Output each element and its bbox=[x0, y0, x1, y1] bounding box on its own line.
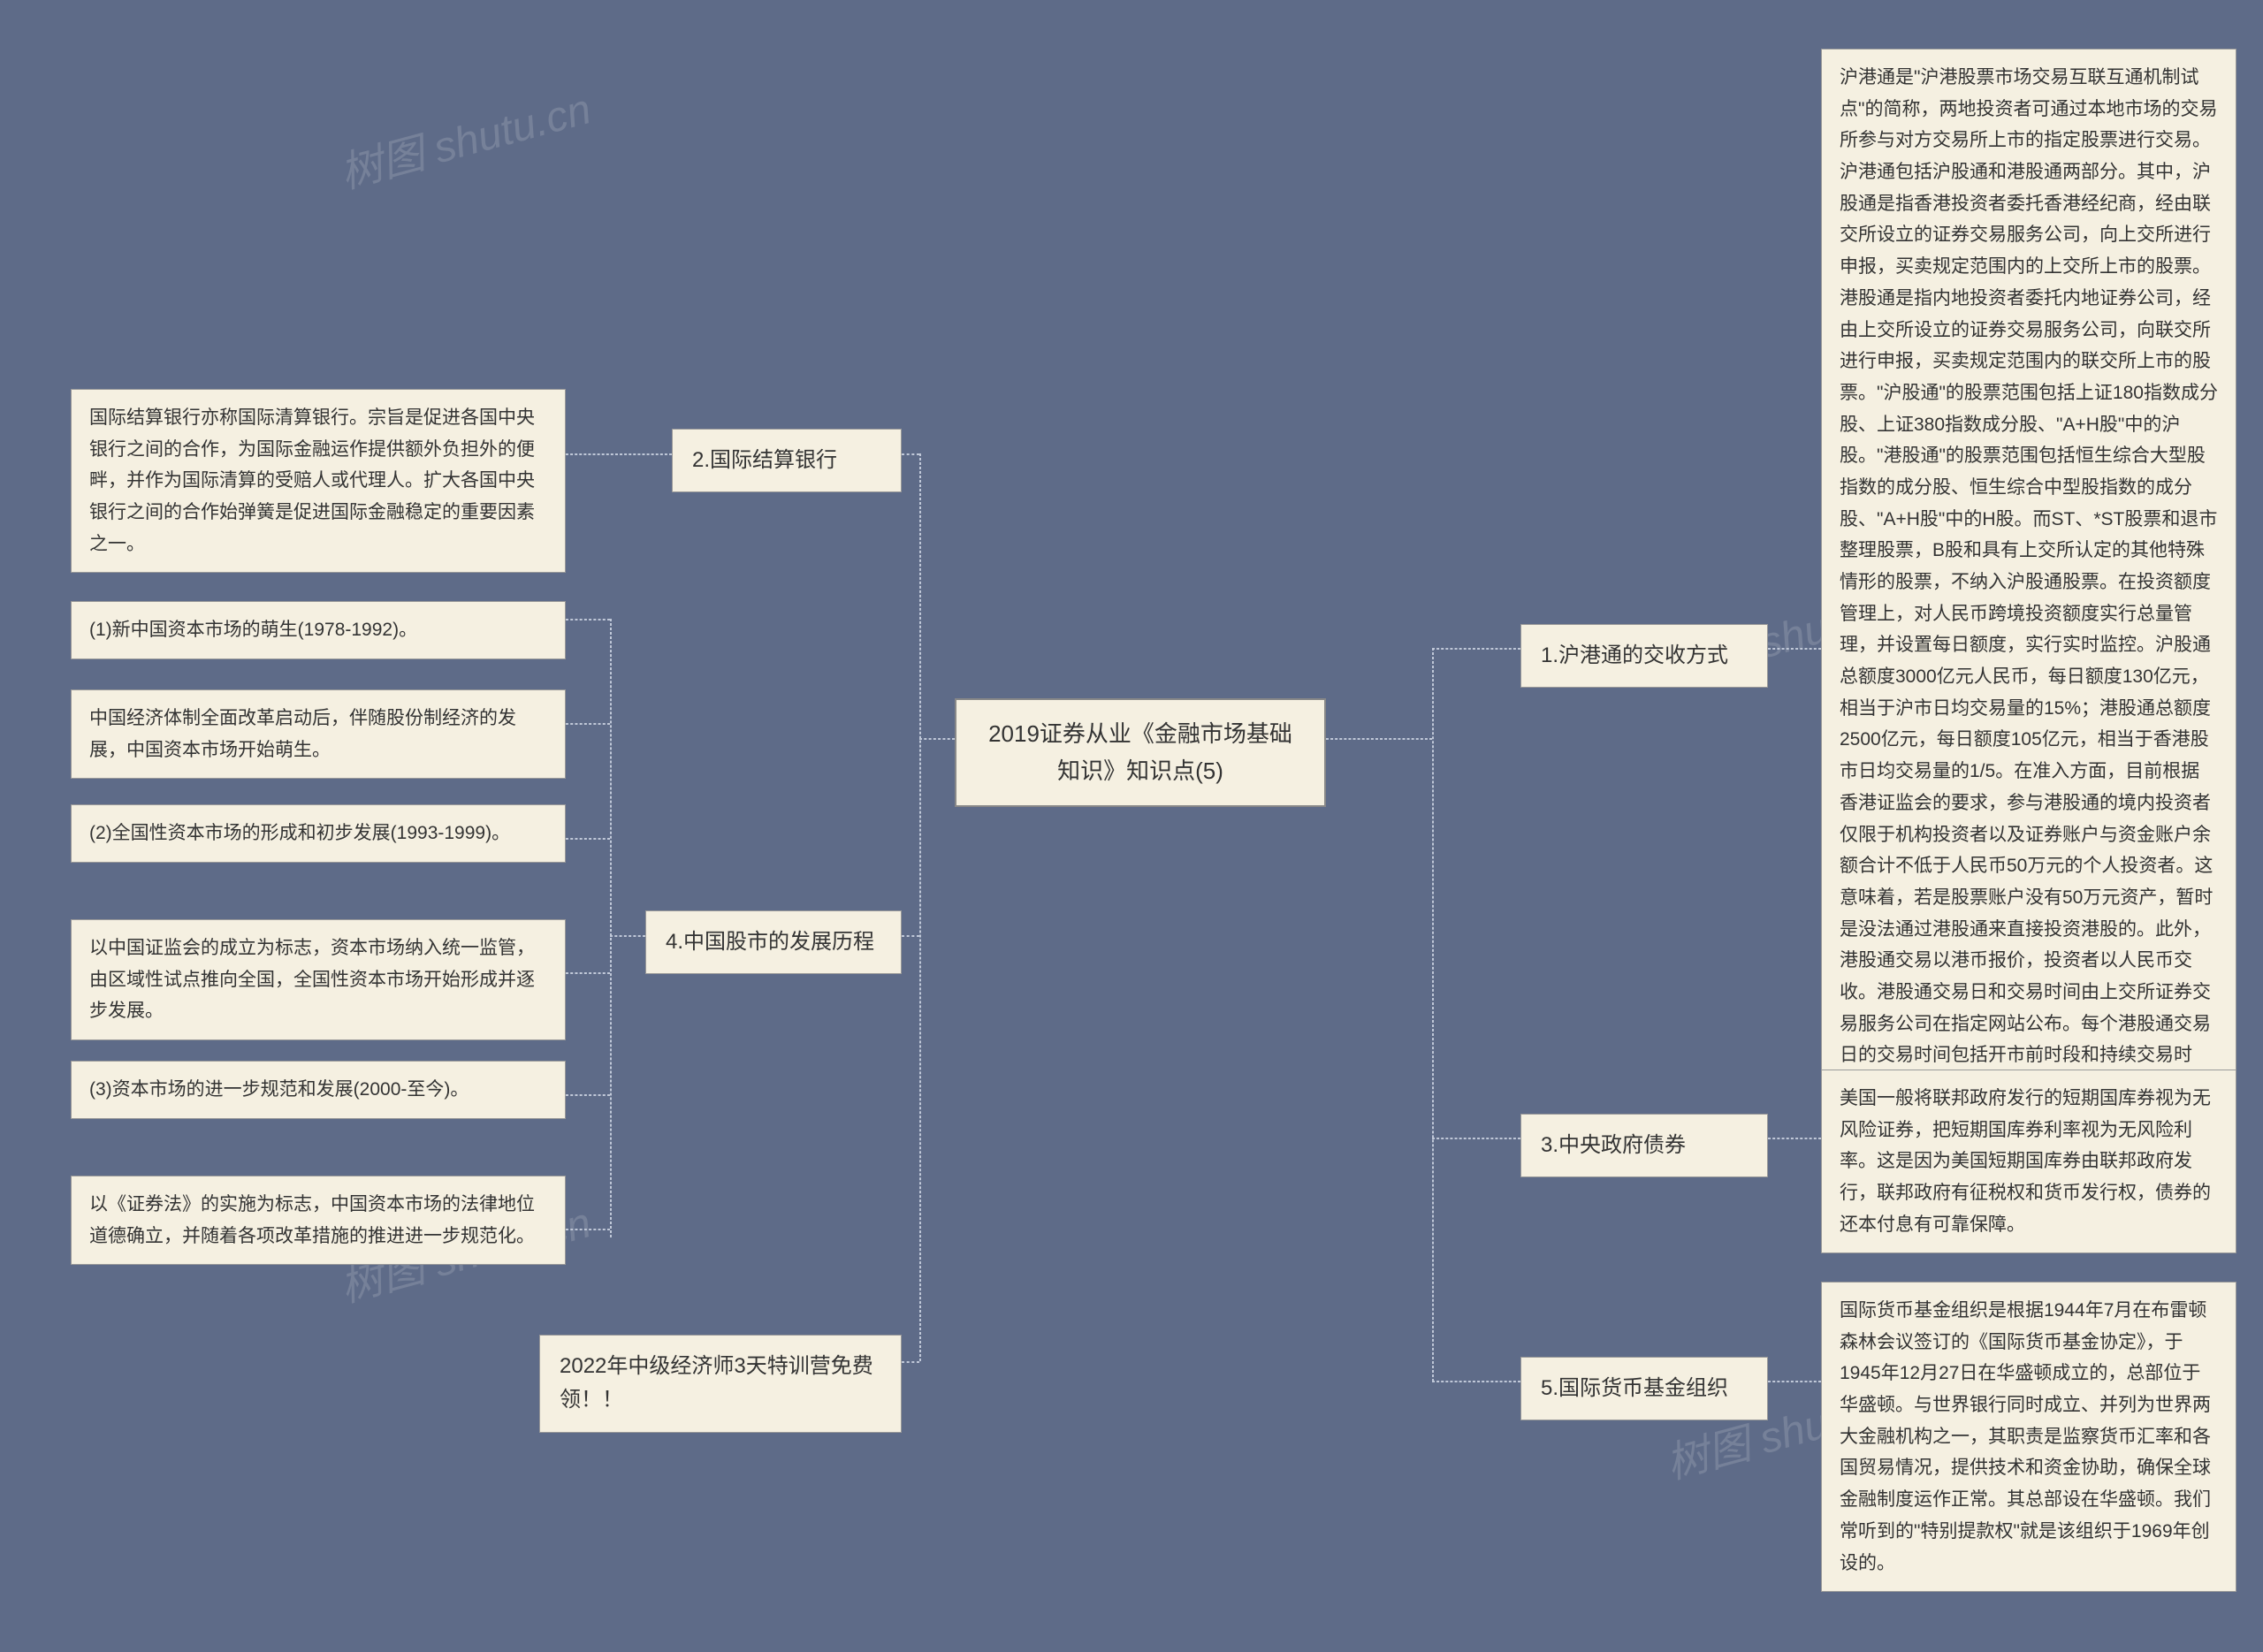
watermark: 树图 shutu.cn bbox=[332, 74, 597, 201]
branch-2-content: 国际结算银行亦称国际清算银行。宗旨是促进各国中央银行之间的合作，为国际金融运作提… bbox=[71, 389, 566, 573]
branch-2: 2.国际结算银行 bbox=[672, 429, 902, 492]
branch-1: 1.沪港通的交收方式 bbox=[1520, 624, 1768, 688]
branch-4: 4.中国股市的发展历程 bbox=[645, 910, 902, 974]
branch-4-leaf-1: (1)新中国资本市场的萌生(1978-1992)。 bbox=[71, 601, 566, 659]
branch-extra: 2022年中级经济师3天特训营免费领！！ bbox=[539, 1335, 902, 1433]
branch-4-leaf-2: 中国经济体制全面改革启动后，伴随股份制经济的发展，中国资本市场开始萌生。 bbox=[71, 689, 566, 779]
branch-5-content: 国际货币基金组织是根据1944年7月在布雷顿森林会议签订的《国际货币基金协定》，… bbox=[1821, 1282, 2236, 1592]
branch-1-content: 沪港通是"沪港股票市场交易互联互通机制试点"的简称，两地投资者可通过本地市场的交… bbox=[1821, 49, 2236, 1116]
branch-4-leaf-6: 以《证券法》的实施为标志，中国资本市场的法律地位道德确立，并随着各项改革措施的推… bbox=[71, 1176, 566, 1265]
branch-3: 3.中央政府债券 bbox=[1520, 1114, 1768, 1177]
branch-3-content: 美国一般将联邦政府发行的短期国库券视为无风险证券，把短期国库券利率视为无风险利率… bbox=[1821, 1070, 2236, 1253]
branch-4-leaf-3: (2)全国性资本市场的形成和初步发展(1993-1999)。 bbox=[71, 804, 566, 863]
branch-4-leaf-4: 以中国证监会的成立为标志，资本市场纳入统一监管，由区域性试点推向全国，全国性资本… bbox=[71, 919, 566, 1040]
center-node: 2019证券从业《金融市场基础知识》知识点(5) bbox=[955, 698, 1326, 807]
branch-5: 5.国际货币基金组织 bbox=[1520, 1357, 1768, 1420]
branch-4-leaf-5: (3)资本市场的进一步规范和发展(2000-至今)。 bbox=[71, 1061, 566, 1119]
